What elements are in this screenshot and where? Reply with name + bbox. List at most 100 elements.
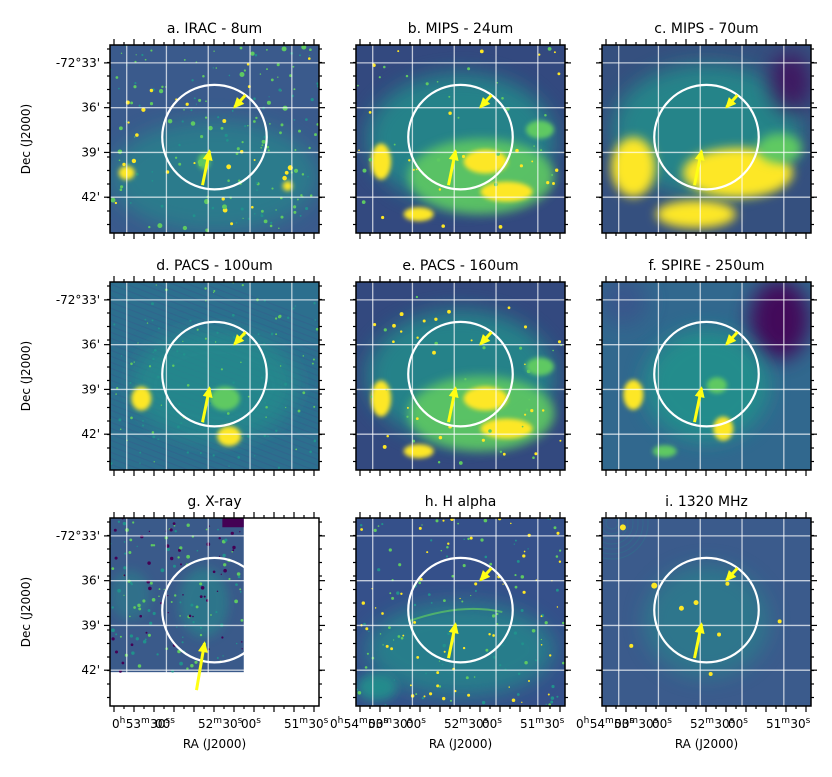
panel-h <box>350 512 571 712</box>
y-tick-label: 36' <box>81 101 100 115</box>
arrow-marker <box>479 567 493 582</box>
region-circle <box>407 83 514 191</box>
x-tick-label: 51m 30s <box>284 716 329 731</box>
panel-a <box>104 39 325 239</box>
ticks-e <box>350 276 571 476</box>
panel-image-h <box>356 518 565 706</box>
x-tick-label: 52m 30s <box>198 716 243 731</box>
x-axis-label: RA (J2000) <box>675 737 738 751</box>
arrow-marker <box>233 331 247 346</box>
ticks-f <box>596 276 817 476</box>
ticks-b <box>350 39 571 239</box>
grid-h <box>356 518 565 706</box>
panel-c <box>596 39 817 239</box>
grid-a <box>110 45 319 233</box>
panel-title: i. 1320 MHz <box>665 494 748 510</box>
x-tick-label: 0h 54m 00s <box>576 716 634 731</box>
y-tick-label: 36' <box>81 574 100 588</box>
y-tick-label: 39' <box>81 618 100 632</box>
panel-image-i <box>602 518 811 706</box>
panel-title: b. MIPS - 24um <box>408 21 514 37</box>
arrow-marker <box>195 641 208 691</box>
y-tick-label: -72°33' <box>56 293 100 307</box>
ticks-a <box>104 39 325 239</box>
panel-i <box>596 512 817 712</box>
panel-title: h. H alpha <box>425 494 497 510</box>
arrow-marker <box>693 149 705 186</box>
region-circle <box>161 320 268 428</box>
y-tick-label: 42' <box>81 190 100 204</box>
x-tick-label: 00s <box>155 716 175 731</box>
x-tick-label: 53m 30s <box>614 716 659 731</box>
panel-g <box>104 512 325 712</box>
panel-title: a. IRAC - 8um <box>167 21 262 37</box>
arrow-marker <box>201 386 213 423</box>
region-circle <box>653 556 760 664</box>
region-circle <box>653 320 760 428</box>
region-circle <box>161 556 268 664</box>
y-tick-label: 39' <box>81 145 100 159</box>
x-tick-label: 52m 30s <box>690 716 735 731</box>
arrow-marker <box>725 331 739 346</box>
y-tick-label: 42' <box>81 663 100 677</box>
y-tick-label: -72°33' <box>56 529 100 543</box>
y-tick-label: -72°33' <box>56 56 100 70</box>
x-axis-label: RA (J2000) <box>429 737 492 751</box>
arrow-marker <box>693 622 705 659</box>
arrow-marker <box>725 94 739 109</box>
arrow-marker <box>693 386 705 423</box>
x-tick-label: 00s <box>482 716 502 731</box>
panel-d <box>104 276 325 476</box>
y-tick-label: 42' <box>81 427 100 441</box>
panel-b <box>350 39 571 239</box>
ticks-d <box>104 276 325 476</box>
x-tick-label: 00s <box>652 716 672 731</box>
y-axis-label: Dec (J2000) <box>19 577 33 647</box>
arrow-marker <box>725 567 739 582</box>
panel-image-d <box>110 282 319 470</box>
panel-f <box>596 276 817 476</box>
x-tick-label: 0h 54m 00s <box>330 716 388 731</box>
grid-f <box>602 282 811 470</box>
ticks-h <box>350 512 571 712</box>
grid-b <box>356 45 565 233</box>
x-tick-label: 52m 30s <box>444 716 489 731</box>
x-tick-label: 00s <box>406 716 426 731</box>
x-tick-label: 53m 30s <box>368 716 413 731</box>
arrow-marker <box>479 331 493 346</box>
x-tick-label: 00s <box>728 716 748 731</box>
x-axis-label: RA (J2000) <box>183 737 246 751</box>
region-circle <box>161 83 268 191</box>
panel-image-c <box>602 45 811 233</box>
panel-image-f <box>602 282 811 470</box>
arrow-marker <box>233 94 247 109</box>
grid-g <box>110 518 319 706</box>
ticks-c <box>596 39 817 239</box>
ticks-i <box>596 512 817 712</box>
panel-title: d. PACS - 100um <box>156 258 273 274</box>
panel-image-b <box>356 45 565 233</box>
panel-image-e <box>356 282 565 470</box>
arrow-marker <box>447 149 459 186</box>
grid-d <box>110 282 319 470</box>
region-circle <box>407 320 514 428</box>
y-tick-label: 39' <box>81 382 100 396</box>
region-circle <box>653 83 760 191</box>
ticks-g <box>104 512 325 712</box>
panel-image-a <box>110 45 319 233</box>
x-tick-label: 51m 30s <box>520 716 565 731</box>
panel-image-g <box>110 518 319 706</box>
x-tick-label: 51m 30s <box>766 716 811 731</box>
y-tick-label: 36' <box>81 338 100 352</box>
grid-c <box>602 45 811 233</box>
arrow-marker <box>447 386 459 423</box>
grid-i <box>602 518 811 706</box>
arrow-marker <box>479 94 493 109</box>
panel-title: c. MIPS - 70um <box>654 21 758 37</box>
region-circle <box>407 556 514 664</box>
grid-e <box>356 282 565 470</box>
panel-title: g. X-ray <box>187 494 241 510</box>
arrow-marker <box>201 149 213 186</box>
arrow-marker <box>447 622 459 659</box>
